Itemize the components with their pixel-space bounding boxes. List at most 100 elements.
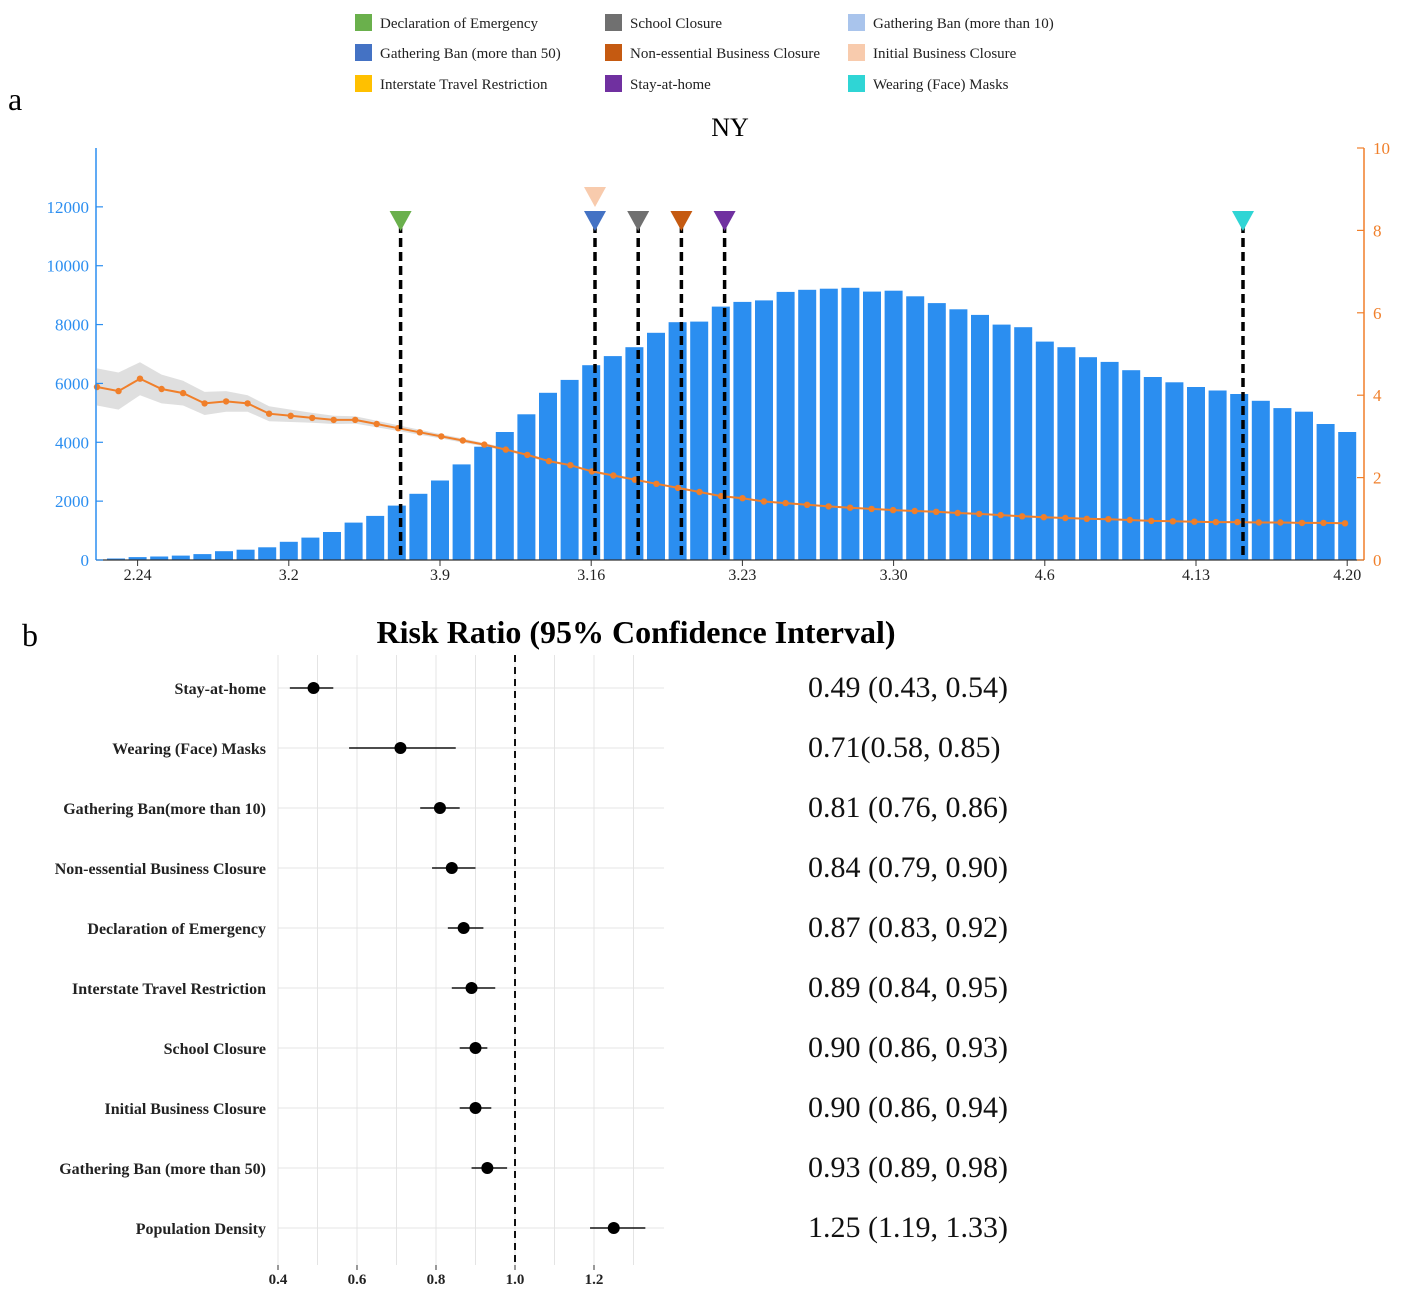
line-point xyxy=(976,510,983,518)
legend-label: Wearing (Face) Masks xyxy=(873,77,1009,93)
bar xyxy=(107,558,125,560)
line-point xyxy=(1040,514,1048,521)
bar xyxy=(366,515,385,560)
line-point xyxy=(997,511,1004,519)
risk-ratio-value: 0.71(0.58, 0.85) xyxy=(808,731,1000,764)
x-tick-label: 2.24 xyxy=(124,567,152,584)
line-point xyxy=(825,503,832,510)
line-point xyxy=(739,495,746,502)
row-label: Gathering Ban (more than 50) xyxy=(59,1161,266,1178)
x-tick-label: 3.9 xyxy=(430,567,450,584)
bar xyxy=(1100,361,1119,560)
bar xyxy=(884,290,903,560)
line-point xyxy=(1169,518,1177,525)
legend-swatch xyxy=(848,14,865,31)
line-point xyxy=(136,375,144,382)
legend-label: Stay-at-home xyxy=(630,77,711,93)
line-point xyxy=(265,410,273,417)
line-point xyxy=(416,429,423,436)
line-point xyxy=(93,383,101,391)
bar xyxy=(279,541,298,560)
left-y-tick-label: 6000 xyxy=(55,374,89,393)
line-point xyxy=(760,498,768,505)
bar xyxy=(409,493,428,560)
bar xyxy=(1316,424,1335,560)
legend-label: School Closure xyxy=(630,16,722,32)
bar xyxy=(1014,327,1033,560)
bar xyxy=(819,288,838,560)
forest-grid xyxy=(277,655,664,1265)
line-point xyxy=(1148,517,1155,525)
x-tick-label: 3.16 xyxy=(577,567,605,584)
row-label: Interstate Travel Restriction xyxy=(72,981,266,998)
x-tick-label: 4.20 xyxy=(1333,567,1361,584)
legend-swatch xyxy=(355,44,372,61)
legend-swatch xyxy=(605,44,622,61)
line-point xyxy=(352,416,359,424)
bar xyxy=(171,555,190,560)
line-point xyxy=(244,400,251,407)
bar xyxy=(1035,341,1054,560)
bar xyxy=(301,537,320,560)
line-point xyxy=(1212,518,1220,526)
line-point xyxy=(115,387,122,395)
chart-b-title: Risk Ratio (95% Confidence Interval) xyxy=(376,614,895,650)
line-point xyxy=(1191,518,1198,525)
bar xyxy=(906,296,925,560)
x-tick-label: 1.0 xyxy=(506,1272,525,1288)
left-y-tick-label: 0 xyxy=(81,551,90,570)
panel-a-label: a xyxy=(8,81,22,117)
line-point xyxy=(889,506,897,514)
risk-ratio-value: 0.89 (0.84, 0.95) xyxy=(808,971,1008,1004)
line-point xyxy=(954,509,961,517)
line-point xyxy=(459,437,466,444)
bar xyxy=(603,356,622,560)
x-tick-label: 4.6 xyxy=(1035,567,1055,584)
line-point xyxy=(502,446,509,453)
bar xyxy=(495,432,514,560)
bar xyxy=(1122,370,1141,560)
point-estimate xyxy=(481,1162,494,1174)
event-marker xyxy=(627,211,650,231)
bar xyxy=(517,414,536,560)
point-estimate xyxy=(445,862,458,874)
legend-label: Gathering Ban (more than 50) xyxy=(380,46,561,62)
risk-ratio-value: 0.81 (0.76, 0.86) xyxy=(808,791,1008,824)
line-point xyxy=(846,504,854,511)
line-point xyxy=(868,505,875,513)
left-y-tick-label: 8000 xyxy=(55,316,89,335)
legend-swatch xyxy=(848,75,865,92)
x-tick-label: 3.23 xyxy=(728,567,756,584)
line-point xyxy=(438,433,445,440)
bar xyxy=(927,303,946,560)
line-point xyxy=(330,416,337,424)
bar xyxy=(431,480,449,560)
bar xyxy=(647,332,665,560)
row-label: Initial Business Closure xyxy=(104,1101,266,1118)
bar xyxy=(1057,347,1076,560)
line-point xyxy=(1105,516,1112,523)
event-marker xyxy=(1232,211,1254,231)
panel-b-plot: Stay-at-home 0.49 (0.43, 0.54) Wearing (Fa… xyxy=(55,655,1008,1288)
line-point xyxy=(201,400,208,407)
risk-ratio-value: 0.90 (0.86, 0.93) xyxy=(808,1031,1008,1064)
line-point xyxy=(287,412,294,419)
line-point xyxy=(1320,519,1327,527)
point-estimate xyxy=(433,802,446,814)
bar xyxy=(949,309,968,560)
legend-swatch xyxy=(605,75,622,92)
bar xyxy=(128,557,147,560)
left-y-tick-label: 4000 xyxy=(55,433,89,452)
chart-a-title: NY xyxy=(711,113,749,142)
bar xyxy=(1251,400,1270,560)
right-y-tick-label: 4 xyxy=(1373,386,1382,405)
event-marker xyxy=(670,211,693,231)
line-point xyxy=(309,414,316,422)
bar xyxy=(755,300,773,560)
x-tick-label: 0.8 xyxy=(427,1272,446,1288)
bar xyxy=(1338,432,1357,560)
legend-swatch xyxy=(355,75,372,92)
risk-ratio-value: 0.90 (0.86, 0.94) xyxy=(808,1091,1008,1124)
right-y-tick-label: 0 xyxy=(1373,551,1382,570)
bar xyxy=(776,291,795,560)
